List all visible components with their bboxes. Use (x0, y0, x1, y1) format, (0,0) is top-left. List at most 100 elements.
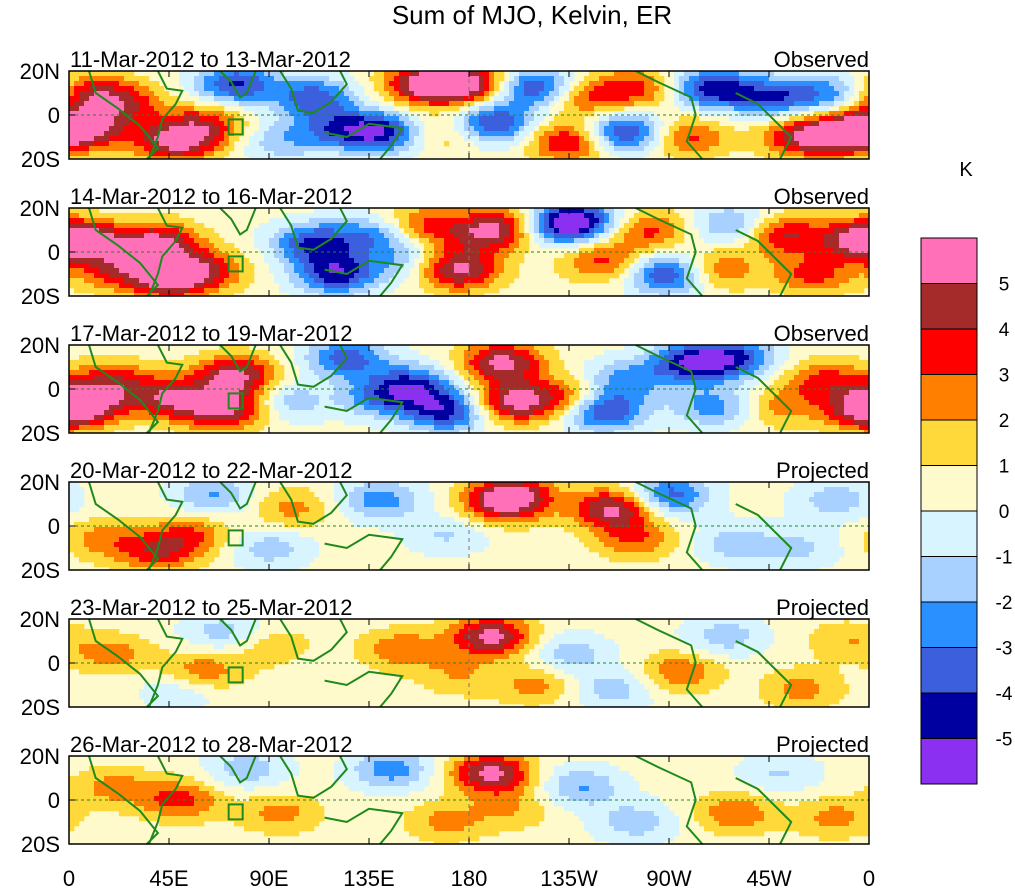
heat-cell (399, 208, 405, 214)
heat-cell (734, 283, 740, 289)
heat-cell (209, 233, 215, 239)
heat-cell (199, 293, 205, 296)
heat-cell (334, 283, 340, 289)
heat-cell (829, 283, 835, 289)
heat-cell (849, 238, 855, 244)
heat-cell (359, 293, 365, 296)
heat-cell (309, 151, 315, 157)
heat-cell (144, 248, 150, 254)
heat-cell (344, 96, 350, 102)
heat-cell (174, 243, 180, 249)
heat-cell (339, 111, 345, 117)
heat-cell (644, 283, 650, 289)
heat-cell (79, 131, 85, 137)
heat-cell (139, 76, 145, 82)
heat-cell (384, 243, 390, 249)
heat-cell (569, 111, 575, 117)
heat-cell (139, 243, 145, 249)
heat-cell (249, 278, 255, 284)
heat-cell (559, 146, 565, 152)
heat-cell (324, 218, 330, 224)
heat-cell (134, 116, 140, 122)
heat-cell (674, 96, 680, 102)
heat-cell (679, 218, 685, 224)
heat-cell (669, 253, 675, 259)
heat-cell (429, 238, 435, 244)
heat-cell (179, 238, 185, 244)
heat-cell (844, 223, 850, 229)
heat-cell (819, 263, 825, 269)
heat-cell (229, 71, 235, 77)
heat-cell (554, 223, 560, 229)
heat-cell (324, 121, 330, 127)
heat-cell (629, 111, 635, 117)
heat-cell (104, 141, 110, 147)
heat-cell (539, 76, 545, 82)
heat-cell (464, 111, 470, 117)
heat-cell (479, 218, 485, 224)
heat-cell (89, 81, 95, 87)
heat-cell (359, 345, 365, 351)
heat-cell (344, 131, 350, 137)
heat-cell (409, 263, 415, 269)
heat-cell (754, 283, 760, 289)
heat-cell (79, 136, 85, 142)
heat-cell (794, 273, 800, 279)
heat-cell (374, 258, 380, 264)
heat-cell (319, 218, 325, 224)
heat-cell (639, 233, 645, 239)
heat-cell (724, 91, 730, 97)
heat-cell (109, 223, 115, 229)
heat-cell (784, 258, 790, 264)
heat-cell (824, 71, 830, 77)
heat-cell (694, 91, 700, 97)
heat-cell (719, 71, 725, 77)
heat-cell (624, 293, 630, 296)
heat-cell (589, 71, 595, 77)
heat-cell (724, 106, 730, 112)
heat-cell (404, 228, 410, 234)
heat-cell (509, 208, 515, 214)
heat-cell (864, 208, 869, 214)
heat-cell (554, 156, 560, 159)
heat-cell (729, 248, 735, 254)
heat-cell (804, 208, 810, 214)
heat-cell (839, 268, 845, 274)
heat-cell (359, 151, 365, 157)
heat-cell (689, 156, 695, 159)
heat-cell (539, 141, 545, 147)
heat-cell (274, 126, 280, 132)
heat-cell (484, 121, 490, 127)
heat-cell (724, 208, 730, 214)
heat-cell (279, 238, 285, 244)
heat-cell (374, 151, 380, 157)
heat-cell (484, 131, 490, 137)
heat-cell (824, 86, 830, 92)
heat-cell (509, 141, 515, 147)
heat-cell (179, 116, 185, 122)
heat-cell (749, 278, 755, 284)
heat-cell (829, 76, 835, 82)
heat-cell (184, 141, 190, 147)
heat-cell (139, 213, 145, 219)
heat-cell (199, 96, 205, 102)
heat-cell (434, 258, 440, 264)
heat-cell (159, 156, 165, 159)
heat-cell (154, 268, 160, 274)
heat-cell (304, 278, 310, 284)
heat-cell (629, 243, 635, 249)
heat-cell (284, 273, 290, 279)
heat-cell (684, 81, 690, 87)
heat-cell (189, 71, 195, 77)
heat-cell (599, 116, 605, 122)
heat-cell (569, 273, 575, 279)
heat-cell (754, 213, 760, 219)
heat-cell (104, 233, 110, 239)
heat-cell (249, 86, 255, 92)
heat-cell (864, 268, 869, 274)
heat-cell (769, 258, 775, 264)
heat-cell (99, 273, 105, 279)
heat-cell (309, 96, 315, 102)
heat-cell (169, 131, 175, 137)
heat-cell (494, 218, 500, 224)
